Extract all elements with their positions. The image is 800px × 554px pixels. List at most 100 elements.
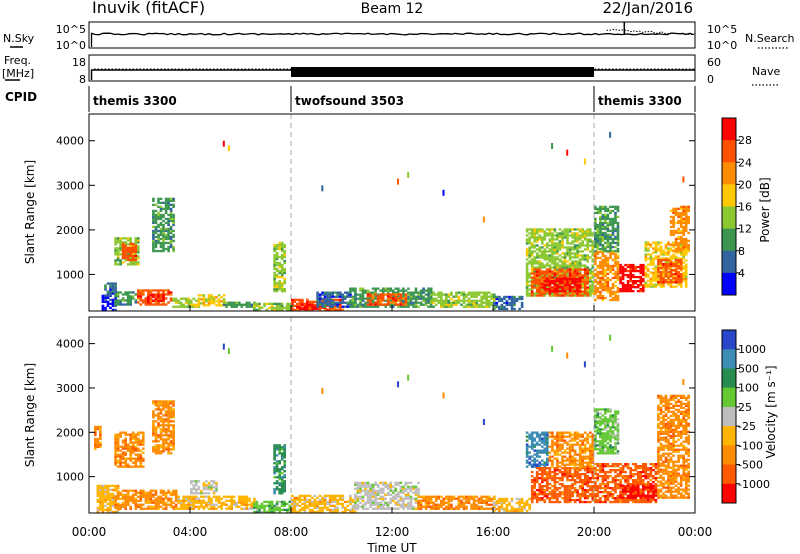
power-colorbar-tick-5: 8 <box>738 245 745 258</box>
cpid-segment-0: themis 3300 <box>93 94 177 108</box>
velocity-patch-16 <box>594 408 620 455</box>
freq-unit: [MHz] <box>2 67 34 80</box>
velocity-colorbar-frame <box>721 329 737 504</box>
power-patch-16 <box>493 295 524 311</box>
power-patch-23 <box>594 250 620 302</box>
power-patch-24 <box>594 205 620 253</box>
velocity-colorbar-swatch <box>722 464 736 485</box>
nave-tick-bottom: 0 <box>707 73 714 86</box>
power-colorbar-swatch <box>722 228 736 252</box>
power-colorbar-swatch <box>722 206 736 230</box>
velocity-patch-7 <box>354 481 420 510</box>
freq-tick-top: 18 <box>72 56 86 69</box>
power-patch-2 <box>114 291 138 306</box>
power-colorbar-tick-4: 12 <box>738 223 752 236</box>
power-echo <box>583 158 586 165</box>
power-echo <box>682 176 685 183</box>
power-colorbar-swatch <box>722 140 736 163</box>
freq-label: Freq. <box>4 54 31 67</box>
velocity-patch-6 <box>291 494 357 513</box>
power-echo <box>609 131 612 138</box>
power-colorbar-swatch <box>722 118 736 141</box>
velocity-patch-3 <box>190 480 218 495</box>
velocity-panel: 1000 2000 3000 4000 Slant Range [km] 1000 50… <box>23 316 778 514</box>
velocity-patch-5 <box>273 444 286 495</box>
power-colorbar: 28 24 20 16 12 8 4 <box>721 117 752 296</box>
power-patch-6 <box>197 294 226 307</box>
x-axis-label: Time UT <box>366 541 417 554</box>
velocity-echo <box>551 345 554 352</box>
velocity-echo <box>442 392 445 399</box>
velocity-echo <box>566 352 569 359</box>
velocity-colorbar-tick-5: -100 <box>738 439 763 452</box>
power-colorbar-swatch <box>722 272 736 296</box>
velocity-colorbar-tick-2: 100 <box>738 382 759 395</box>
power-colorbar-tick-3: 16 <box>738 201 752 214</box>
xtick-label-0: 00:00 <box>72 525 107 539</box>
power-y-ticks: 1000 2000 3000 4000 <box>56 135 695 281</box>
power-patch-9 <box>273 241 286 293</box>
velocity-colorbar-tick-7: -1000 <box>738 478 770 491</box>
chart-title: Inuvik (fitACF) <box>92 0 205 17</box>
cpid-segment-2: themis 3300 <box>598 94 682 108</box>
power-ylabel: Slant Range [km] <box>23 160 37 264</box>
nave-tick-top: 60 <box>707 56 721 69</box>
power-patch-19 <box>152 197 175 253</box>
power-colorbar-label: Power [dB] <box>758 177 772 242</box>
power-data <box>101 114 690 311</box>
cpid-segments: themis 3300 twofsound 3503 themis 3300 <box>88 86 682 112</box>
velocity-colorbar-swatch <box>722 426 736 446</box>
power-colorbar-swatch <box>722 184 736 207</box>
x-axis-ticks: 00:00 04:00 08:00 12:00 16:00 20:00 00:00 <box>72 305 712 539</box>
velocity-colorbar: 1000 500 100 25 -25 -100 -500 -1000 <box>721 329 770 504</box>
velocity-patch-13 <box>525 431 549 468</box>
velocity-colorbar-tick-0: 1000 <box>738 343 766 356</box>
velocity-patch-4 <box>253 500 294 513</box>
velocity-y-ticks: 1000 2000 3000 4000 <box>56 338 695 484</box>
velocity-ytick-2: 3000 <box>56 382 84 395</box>
velocity-colorbar-label: Velocity [m s⁻¹] <box>764 365 778 458</box>
velocity-echo <box>222 343 225 350</box>
nsky-label: N.Sky <box>3 32 35 45</box>
cpid-row: CPID themis 3300 twofsound 3503 themis 330… <box>5 86 696 112</box>
velocity-ytick-0: 1000 <box>56 471 84 484</box>
power-ytick-0: 1000 <box>56 268 84 281</box>
velocity-colorbar-tick-3: 25 <box>738 401 752 414</box>
power-colorbar-tick-0: 28 <box>738 134 752 147</box>
power-patch-11 <box>296 303 319 311</box>
power-panel: 1000 2000 3000 4000 Slant Range [km] 28 24 20… <box>23 113 772 312</box>
velocity-echo <box>583 361 586 368</box>
velocity-patch-2 <box>177 495 256 510</box>
power-echo <box>566 149 569 156</box>
nsky-tick-top: 10^5 <box>56 23 86 36</box>
power-colorbar-tick-1: 24 <box>738 156 752 169</box>
velocity-colorbar-tick-4: -25 <box>738 420 756 433</box>
power-patch-7 <box>222 301 256 308</box>
beam-label: Beam 12 <box>361 1 424 17</box>
power-patch-25 <box>619 263 645 293</box>
velocity-patch-14 <box>530 467 595 504</box>
xtick-label-4: 16:00 <box>476 525 511 539</box>
velocity-colorbar-swatch <box>722 368 736 389</box>
velocity-colorbar-tick-1: 500 <box>738 362 759 375</box>
velocity-colorbar-tick-6: -500 <box>738 459 763 472</box>
velocity-patch-9 <box>493 497 531 513</box>
power-patch-28 <box>669 205 690 253</box>
power-echo <box>551 142 554 149</box>
freq-trace <box>90 67 695 80</box>
velocity-patch-18 <box>619 484 658 499</box>
velocity-echo <box>609 334 612 341</box>
power-patch-27 <box>657 259 683 284</box>
power-colorbar-swatch <box>722 250 736 274</box>
nave-label: Nave <box>752 65 780 78</box>
xtick-label-1: 04:00 <box>173 525 208 539</box>
nsearch-tick-bottom: 10^0 <box>707 39 737 52</box>
power-colorbar-tick-6: 4 <box>738 267 745 280</box>
power-echo <box>397 178 400 185</box>
velocity-echo <box>397 381 400 388</box>
power-patch-22 <box>543 277 582 293</box>
velocity-patch-8 <box>417 495 496 510</box>
nsearch-line <box>606 28 695 36</box>
xtick-label-3: 12:00 <box>375 525 410 539</box>
